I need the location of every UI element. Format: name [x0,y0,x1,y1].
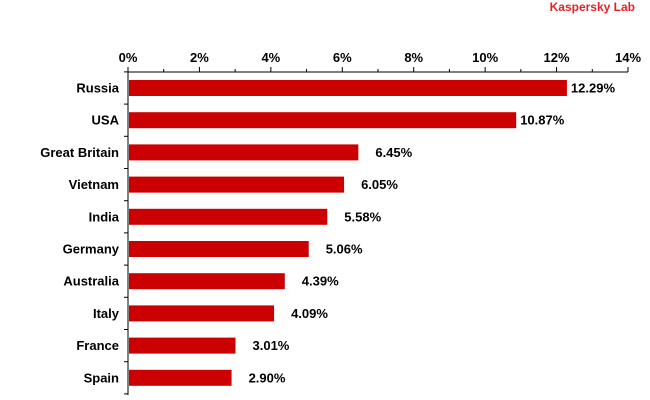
bar [129,208,328,225]
x-tick-label: 14% [615,50,641,65]
x-tick-label: 0% [119,50,138,65]
category-label: Italy [93,306,120,321]
category-label: Spain [84,370,119,385]
category-label: Australia [63,274,119,289]
x-tick-label: 4% [261,50,280,65]
bar [129,176,345,193]
brand-logo-text: Kaspersky Lab [549,0,635,14]
value-label: 5.06% [326,242,363,257]
category-label: Great Britain [40,145,119,160]
bar [129,112,517,129]
bar [129,273,285,290]
category-label: France [76,338,119,353]
bar [129,305,275,322]
bar [129,80,567,96]
bar [129,241,309,257]
value-label: 4.09% [291,306,328,321]
bar [129,369,232,386]
category-label: Germany [63,242,120,257]
bar [129,337,236,354]
x-tick-label: 10% [472,50,498,65]
value-label: 6.05% [361,177,398,192]
category-label: USA [92,113,120,128]
value-label: 12.29% [571,81,616,96]
x-tick-label: 12% [544,50,570,65]
value-label: 4.39% [302,274,339,289]
category-label: India [89,209,120,224]
value-label: 2.90% [249,370,286,385]
category-label: Russia [76,81,119,96]
value-label: 3.01% [253,338,290,353]
value-label: 5.58% [344,209,381,224]
value-label: 10.87% [520,113,565,128]
value-label: 6.45% [375,145,412,160]
category-label: Vietnam [69,177,119,192]
x-tick-label: 2% [190,50,209,65]
bar [129,144,359,161]
x-tick-label: 8% [404,50,423,65]
x-tick-label: 6% [333,50,352,65]
